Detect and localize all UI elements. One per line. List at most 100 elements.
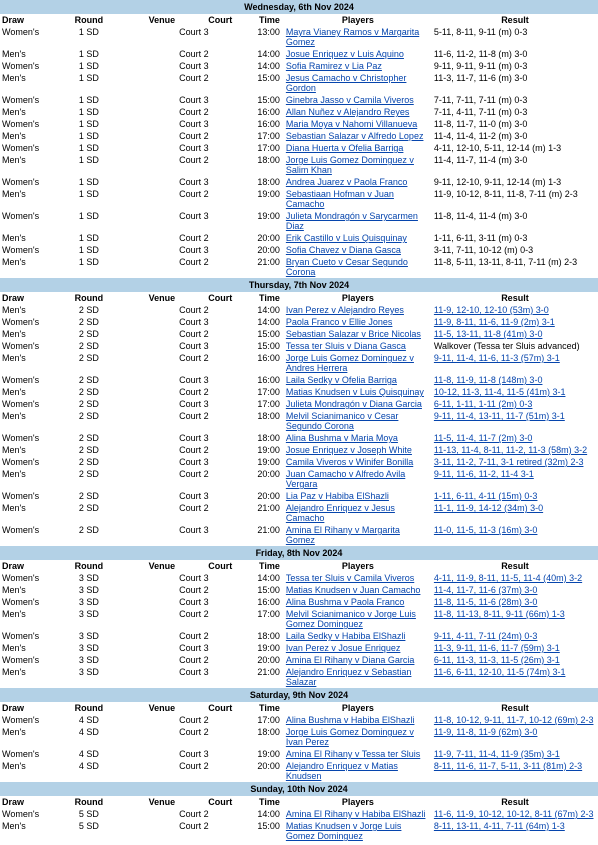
players-link[interactable]: Amina El Rihany v Margarita Gomez (286, 525, 400, 545)
result-link[interactable]: 11-6, 11-9, 10-12, 10-12, 8-11 (67m) 2-3 (434, 809, 594, 819)
result-link[interactable]: 11-8, 11-5, 11-6 (28m) 3-0 (434, 597, 538, 607)
round-cell: 2 SD (58, 468, 120, 490)
players-link[interactable]: Matias Knudsen v Luis Quisquinay (286, 387, 424, 397)
players-link[interactable]: Tessa ter Sluis v Camila Viveros (286, 573, 414, 583)
players-link[interactable]: Alejandro Enriquez v Jesus Camacho (286, 503, 395, 523)
court-cell: Court 2 (177, 584, 234, 596)
players-link[interactable]: Jorge Luis Gomez Dominguez v Salim Khan (286, 155, 414, 175)
players-link[interactable]: Jorge Luis Gomez Dominguez v Ivan Perez (286, 727, 414, 747)
result-link[interactable]: 11-13, 11-4, 8-11, 11-2, 11-3 (58m) 3-2 (434, 445, 587, 455)
players-link[interactable]: Juan Camacho v Alfredo Avila Vergara (286, 469, 405, 489)
result-link[interactable]: 11-1, 11-9, 14-12 (34m) 3-0 (434, 503, 543, 513)
players-link[interactable]: Sebastian Salazar v Brice Nicolas (286, 329, 421, 339)
result-link[interactable]: 11-9, 12-10, 12-10 (53m) 3-0 (434, 305, 549, 315)
players-link[interactable]: Matias Knudsen v Jorge Luis Gomez Doming… (286, 821, 402, 841)
header-draw: Draw (0, 292, 58, 304)
result-cell: 8-11, 11-6, 11-7, 5-11, 3-11 (81m) 2-3 (432, 760, 598, 782)
result-link[interactable]: 11-8, 10-12, 9-11, 11-7, 10-12 (69m) 2-3 (434, 715, 594, 725)
players-link[interactable]: Laila Sedky v Ofelia Barriga (286, 375, 397, 385)
result-link[interactable]: 11-4, 11-7, 11-6 (37m) 3-0 (434, 585, 538, 595)
venue-cell (120, 608, 177, 630)
result-link[interactable]: 11-8, 11-9, 11-8 (148m) 3-0 (434, 375, 543, 385)
players-link[interactable]: Amina El Rihany v Tessa ter Sluis (286, 749, 420, 759)
players-link[interactable]: Alina Bushma v Habiba ElShazli (286, 715, 415, 725)
players-link[interactable]: Diana Huerta v Ofelia Barriga (286, 143, 404, 153)
players-link[interactable]: Matias Knudsen v Juan Camacho (286, 585, 421, 595)
players-link[interactable]: Bryan Cueto v Cesar Segundo Corona (286, 257, 408, 277)
result-cell: 11-6, 11-9, 10-12, 10-12, 8-11 (67m) 2-3 (432, 808, 598, 820)
header-time: Time (234, 292, 284, 304)
match-row: Women's2 SDCourt 319:00Camila Viveros v … (0, 456, 598, 468)
result-link[interactable]: 3-11, 11-2, 7-11, 3-1 retired (32m) 2-3 (434, 457, 584, 467)
result-text: 7-11, 7-11, 7-11 (m) 0-3 (434, 95, 528, 105)
players-link[interactable]: Alina Bushma v Paola Franco (286, 597, 405, 607)
result-link[interactable]: 9-11, 11-4, 13-11, 11-7 (51m) 3-1 (434, 411, 565, 421)
match-row: Women's1 SDCourt 315:00Ginebra Jasso v C… (0, 94, 598, 106)
result-link[interactable]: 11-3, 9-11, 11-6, 11-7 (59m) 3-1 (434, 643, 560, 653)
match-row: Men's1 SDCourt 217:00Sebastian Salazar v… (0, 130, 598, 142)
result-link[interactable]: 11-0, 11-5, 11-3 (16m) 3-0 (434, 525, 538, 535)
players-link[interactable]: Andrea Juarez v Paola Franco (286, 177, 408, 187)
players-cell: Sofia Ramirez v Lia Paz (284, 60, 432, 72)
players-link[interactable]: Julieta Mondragón v Sarycarmen Diaz (286, 211, 418, 231)
players-link[interactable]: Sebastiaan Hofman v Juan Camacho (286, 189, 394, 209)
players-link[interactable]: Camila Viveros v Winifer Bonilla (286, 457, 413, 467)
players-link[interactable]: Amina El Rihany v Habiba ElShazli (286, 809, 426, 819)
players-link[interactable]: Maria Moya v Nahomi Villanueva (286, 119, 417, 129)
players-link[interactable]: Laila Sedky v Habiba ElShazli (286, 631, 406, 641)
result-cell: 11-8, 11-13, 8-11, 9-11 (66m) 1-3 (432, 608, 598, 630)
result-link[interactable]: 4-11, 11-9, 8-11, 11-5, 11-4 (40m) 3-2 (434, 573, 582, 583)
result-link[interactable]: 6-11, 11-3, 11-3, 11-5 (26m) 3-1 (434, 655, 560, 665)
result-link[interactable]: 11-8, 11-13, 8-11, 9-11 (66m) 1-3 (434, 609, 565, 619)
players-link[interactable]: Amina El Rihany v Diana Garcia (286, 655, 415, 665)
result-link[interactable]: 11-9, 11-8, 11-9 (62m) 3-0 (434, 727, 538, 737)
players-link[interactable]: Alejandro Enriquez v Matias Knudsen (286, 761, 398, 781)
players-link[interactable]: Ivan Perez v Josue Enriquez (286, 643, 401, 653)
players-link[interactable]: Paola Franco v Ellie Jones (286, 317, 393, 327)
players-link[interactable]: Alejandro Enriquez v Sebastian Salazar (286, 667, 412, 687)
players-link[interactable]: Melvil Scianimanico v Cesar Segundo Coro… (286, 411, 399, 431)
time-cell: 21:00 (234, 502, 284, 524)
players-link[interactable]: Erik Castillo v Luis Quisquinay (286, 233, 407, 243)
round-cell: 5 SD (58, 808, 120, 820)
players-link[interactable]: Jesus Camacho v Christopher Gordon (286, 73, 407, 93)
players-link[interactable]: Sofia Ramirez v Lia Paz (286, 61, 382, 71)
players-link[interactable]: Alina Bushma v Maria Moya (286, 433, 398, 443)
players-link[interactable]: Josue Enriquez v Joseph White (286, 445, 412, 455)
players-link[interactable]: Ivan Perez v Alejandro Reyes (286, 305, 404, 315)
players-link[interactable]: Lia Paz v Habiba ElShazli (286, 491, 389, 501)
time-cell: 16:00 (234, 118, 284, 130)
players-link[interactable]: Jorge Luis Gomez Dominguez v Andres Herr… (286, 353, 414, 373)
round-cell: 5 SD (58, 820, 120, 842)
players-link[interactable]: Allan Nuñez v Alejandro Reyes (286, 107, 410, 117)
players-link[interactable]: Tessa ter Sluis v Diana Gasca (286, 341, 406, 351)
result-link[interactable]: 11-9, 7-11, 11-4, 11-9 (35m) 3-1 (434, 749, 560, 759)
players-link[interactable]: Sofia Chavez v Diana Gasca (286, 245, 401, 255)
column-header-row: DrawRoundVenueCourtTimePlayersResult (0, 560, 598, 572)
result-link[interactable]: 6-11, 1-11, 1-11 (2m) 0-3 (434, 399, 533, 409)
match-row: Men's4 SDCourt 218:00Jorge Luis Gomez Do… (0, 726, 598, 748)
header-court: Court (177, 560, 234, 572)
header-players: Players (284, 292, 432, 304)
players-link[interactable]: Mayra Vianey Ramos v Margarita Gomez (286, 27, 419, 47)
players-link[interactable]: Sebastian Salazar v Alfredo Lopez (286, 131, 424, 141)
venue-cell (120, 374, 177, 386)
result-link[interactable]: 9-11, 4-11, 7-11 (24m) 0-3 (434, 631, 538, 641)
result-link[interactable]: 11-5, 13-11, 11-8 (41m) 3-0 (434, 329, 543, 339)
players-link[interactable]: Ginebra Jasso v Camila Viveros (286, 95, 414, 105)
result-link[interactable]: 11-9, 8-11, 11-6, 11-9 (2m) 3-1 (434, 317, 555, 327)
players-link[interactable]: Melvil Scianimanico v Jorge Luis Gomez D… (286, 609, 416, 629)
result-link[interactable]: 9-11, 11-6, 11-2, 11-4 3-1 (434, 469, 534, 479)
players-link[interactable]: Julieta Mondragón v Diana Garcia (286, 399, 422, 409)
result-link[interactable]: 11-5, 11-4, 11-7 (2m) 3-0 (434, 433, 533, 443)
result-link[interactable]: 10-12, 11-3, 11-4, 11-5 (41m) 3-1 (434, 387, 566, 397)
result-link[interactable]: 1-11, 6-11, 4-11 (15m) 0-3 (434, 491, 538, 501)
result-link[interactable]: 9-11, 11-4, 11-6, 11-3 (57m) 3-1 (434, 353, 560, 363)
result-link[interactable]: 8-11, 11-6, 11-7, 5-11, 3-11 (81m) 2-3 (434, 761, 582, 771)
result-link[interactable]: 11-6, 6-11, 12-10, 11-5 (74m) 3-1 (434, 667, 566, 677)
column-header-row: DrawRoundVenueCourtTimePlayersResult (0, 796, 598, 808)
players-link[interactable]: Josue Enriquez v Luis Aquino (286, 49, 404, 59)
draw-cell: Women's (0, 374, 58, 386)
result-text: 1-11, 6-11, 3-11 (m) 0-3 (434, 233, 528, 243)
result-link[interactable]: 8-11, 13-11, 4-11, 7-11 (64m) 1-3 (434, 821, 565, 831)
